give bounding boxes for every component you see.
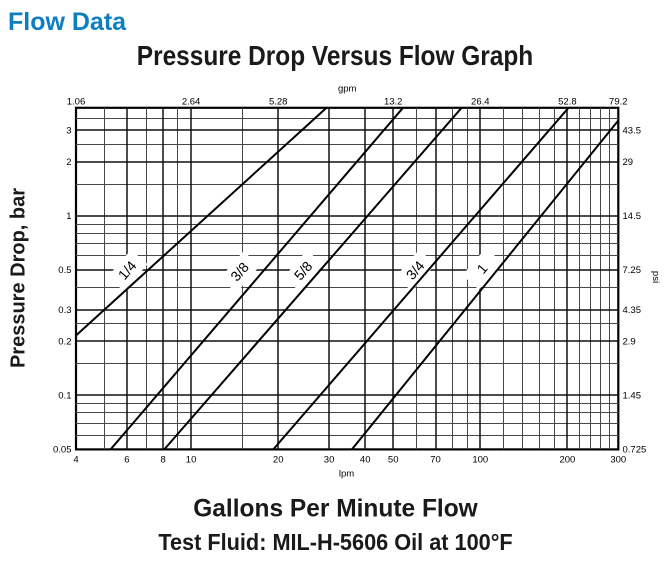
svg-text:0.1: 0.1: [58, 391, 71, 402]
svg-text:52.8: 52.8: [558, 97, 577, 108]
svg-text:14.5: 14.5: [623, 211, 642, 222]
svg-text:0.05: 0.05: [53, 445, 72, 456]
svg-text:2.9: 2.9: [623, 337, 636, 348]
svg-text:70: 70: [430, 455, 441, 466]
svg-text:1.45: 1.45: [623, 391, 642, 402]
svg-text:200: 200: [559, 455, 575, 466]
svg-text:8: 8: [160, 455, 165, 466]
svg-text:0.725: 0.725: [623, 445, 647, 456]
svg-text:psi: psi: [650, 271, 661, 283]
svg-text:2.64: 2.64: [182, 97, 201, 108]
svg-text:10: 10: [186, 455, 197, 466]
svg-text:26.4: 26.4: [471, 97, 490, 108]
svg-text:gpm: gpm: [338, 84, 357, 95]
svg-text:300: 300: [610, 455, 626, 466]
svg-text:20: 20: [273, 455, 284, 466]
svg-text:100: 100: [472, 455, 488, 466]
svg-text:2: 2: [66, 157, 71, 168]
svg-text:79.2: 79.2: [609, 97, 628, 108]
svg-text:0.3: 0.3: [58, 305, 71, 316]
svg-text:29: 29: [623, 157, 634, 168]
svg-text:1: 1: [66, 211, 71, 222]
svg-text:7.25: 7.25: [623, 265, 642, 276]
svg-text:1.06: 1.06: [67, 97, 86, 108]
svg-text:3: 3: [66, 125, 71, 136]
svg-text:0.2: 0.2: [58, 337, 71, 348]
svg-text:30: 30: [324, 455, 335, 466]
svg-text:Test Fluid: MIL-H-5606 Oil at: Test Fluid: MIL-H-5606 Oil at 100°F: [158, 529, 512, 555]
svg-text:Gallons Per Minute Flow: Gallons Per Minute Flow: [193, 495, 478, 522]
svg-text:Flow Data: Flow Data: [8, 8, 127, 36]
svg-text:Pressure Drop, bar: Pressure Drop, bar: [8, 188, 30, 368]
svg-text:5.28: 5.28: [269, 97, 288, 108]
svg-text:43.5: 43.5: [623, 125, 642, 136]
svg-text:13.2: 13.2: [384, 97, 403, 108]
svg-text:50: 50: [388, 455, 399, 466]
svg-text:40: 40: [360, 455, 371, 466]
svg-text:lpm: lpm: [339, 469, 354, 480]
svg-text:4.35: 4.35: [623, 305, 642, 316]
svg-text:4: 4: [73, 455, 78, 466]
svg-text:6: 6: [124, 455, 129, 466]
svg-text:Pressure Drop Versus Flow Grap: Pressure Drop Versus Flow Graph: [137, 39, 533, 71]
svg-text:0.5: 0.5: [58, 265, 71, 276]
